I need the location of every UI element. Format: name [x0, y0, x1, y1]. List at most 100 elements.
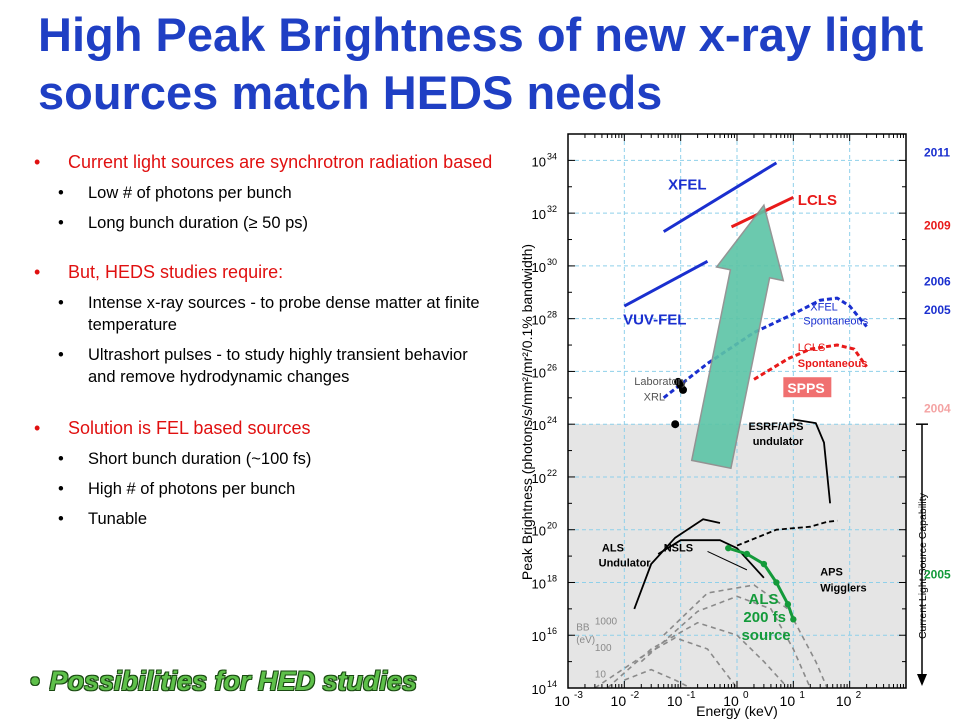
- y-tick-label-0: 10: [532, 682, 546, 697]
- esrf-aps-undulator-series: [793, 418, 831, 504]
- bullet-synchrotron: Current light sources are synchrotron ra…: [28, 150, 498, 174]
- lab-xrl-label-2: XRL: [644, 391, 665, 403]
- xfel-label: XFEL: [668, 176, 706, 193]
- als-undulator-label-1: ALS: [602, 542, 624, 554]
- als-fs-label-1: ALS: [748, 591, 778, 608]
- x-tick-exp-1: -2: [630, 690, 639, 701]
- spps-badge: [783, 377, 832, 398]
- bb-label-2: (eV): [576, 635, 595, 646]
- xfel-spont-label-1: XFEL: [810, 302, 838, 314]
- improvement-arrow: [690, 203, 785, 470]
- year-label-2: 2006: [924, 275, 951, 289]
- vuv-fel-label: VUV-FEL: [623, 312, 686, 329]
- bb-temp-label-1: 100: [595, 643, 612, 654]
- als-200-fs-source-series-point-0: [725, 544, 732, 552]
- laboratory-xrl-series-point-3: [671, 420, 680, 429]
- xfel-spont-label-2: Spontaneous: [803, 316, 868, 328]
- y-tick-exp-2: 18: [547, 573, 557, 583]
- y-tick-label-10: 10: [532, 154, 546, 169]
- als-undulator-label-2: Undulator: [599, 558, 652, 570]
- vuv-fel-series: [623, 259, 709, 308]
- lab-xrl-label-1: Laboratory: [634, 376, 687, 388]
- aps-wigglers-label-1: APS: [820, 567, 843, 579]
- lcls-spont-label-1: LCLS: [798, 342, 826, 354]
- x-tick-label-2: 10: [667, 693, 683, 709]
- y-tick-exp-3: 20: [547, 521, 557, 531]
- lcls-label: LCLS: [798, 192, 837, 209]
- y-tick-label-6: 10: [532, 365, 546, 380]
- als-200-fs-source-series-point-5: [790, 616, 797, 623]
- als-200-fs-source-series-point-4: [784, 601, 792, 608]
- nsls-thin-line: [707, 550, 748, 571]
- slide-title: High Peak Brightness of new x-ray light …: [38, 8, 924, 119]
- esrf-aps-label-1: ESRF/APS: [748, 421, 803, 433]
- nsls-label: NSLS: [664, 542, 693, 554]
- highlight-text: Possibilities for HED studies: [49, 666, 418, 696]
- blackbody-curve-1: [594, 636, 738, 688]
- bullet-list: Current light sources are synchrotron ra…: [28, 150, 498, 530]
- bullet-heds: But, HEDS studies require:: [28, 260, 498, 284]
- y-tick-label-2: 10: [532, 576, 546, 591]
- y-tick-exp-1: 16: [547, 626, 557, 636]
- x-tick-label-1: 10: [611, 693, 627, 709]
- als-undulator-series: [633, 518, 721, 610]
- y-tick-exp-9: 32: [547, 204, 557, 214]
- year-label-5: 2005: [924, 568, 951, 582]
- bullet-fel: Solution is FEL based sources: [28, 416, 498, 440]
- sub-bullet-short: Short bunch duration (~100 fs): [28, 448, 498, 470]
- year-label-1: 2009: [924, 219, 951, 233]
- x-tick-exp-3: 0: [743, 690, 749, 701]
- xfel-series: [662, 161, 778, 233]
- bb-temp-label-0: 1000: [595, 617, 618, 628]
- y-tick-exp-10: 34: [547, 151, 557, 161]
- lcls-spontaneous-series: [753, 343, 868, 381]
- chart-labels: XFEL LCLS VUV-FEL XFEL Spontaneous LCLS Sponta…: [576, 145, 951, 686]
- x-tick-exp-5: 2: [856, 690, 862, 701]
- als-200-fs-source-series-point-2: [760, 560, 768, 568]
- esrf-aps-label-2: undulator: [753, 436, 804, 448]
- x-tick-label-0: 10: [554, 693, 570, 709]
- sub-bullet-duration: Long bunch duration (≥ 50 ps): [28, 212, 498, 234]
- x-tick-exp-0: -3: [574, 690, 583, 701]
- sub-bullet-tunable: Tunable: [28, 508, 498, 530]
- y-tick-exp-8: 30: [547, 257, 557, 267]
- year-label-4: 2004: [924, 401, 951, 415]
- highlight-bullet: • Possibilities for HED studies: [30, 666, 418, 696]
- nsls-series: [657, 539, 765, 579]
- laboratory-xrl-series-point-2: [678, 385, 687, 394]
- y-tick-label-9: 10: [532, 207, 546, 222]
- bb-label-1: BB: [576, 623, 590, 634]
- x-tick-exp-4: 1: [799, 690, 805, 701]
- year-label-3: 2005: [924, 303, 951, 317]
- sub-bullet-high: High # of photons per bunch: [28, 478, 498, 500]
- sub-bullet-photons: Low # of photons per bunch: [28, 182, 498, 204]
- x-tick-label-4: 10: [780, 693, 796, 709]
- y-tick-label-5: 10: [532, 418, 546, 433]
- y-axis-label: Peak Brightness (photons/s/mm²/mr²/0.1% …: [519, 244, 535, 580]
- lcls-spont-label-2: Spontaneous: [798, 358, 868, 370]
- x-axis-label: Energy (keV): [696, 703, 778, 719]
- blackbody-curve-4: [663, 584, 828, 688]
- als-fs-label-3: source: [741, 627, 790, 644]
- als-200-fs-source-series-point-1: [743, 550, 751, 558]
- sub-bullet-ultrashort: Ultrashort pulses - to study highly tran…: [28, 344, 498, 388]
- y-tick-label-7: 10: [532, 313, 546, 328]
- aps-wigglers-series: [736, 519, 838, 547]
- y-tick-label-8: 10: [532, 260, 546, 275]
- y-tick-exp-4: 22: [547, 468, 557, 478]
- y-tick-label-4: 10: [532, 471, 546, 486]
- spps-label: SPPS: [787, 380, 824, 396]
- capability-label: Current Light Source Capability: [917, 492, 929, 639]
- blackbody-curve-3: [640, 595, 812, 688]
- blackbody-curve-2: [624, 668, 691, 688]
- blackbody-curves: [594, 584, 828, 688]
- y-tick-exp-6: 26: [547, 362, 557, 372]
- sub-bullet-intense: Intense x-ray sources - to probe dense m…: [28, 292, 498, 336]
- aps-wigglers-label-2: Wigglers: [820, 583, 866, 595]
- y-tick-exp-5: 24: [547, 415, 557, 425]
- als-200-fs-source-series-point-3: [773, 579, 780, 586]
- x-tick-exp-2: -1: [687, 690, 696, 701]
- x-tick-label-3: 10: [723, 693, 739, 709]
- x-tick-label-5: 10: [836, 693, 852, 709]
